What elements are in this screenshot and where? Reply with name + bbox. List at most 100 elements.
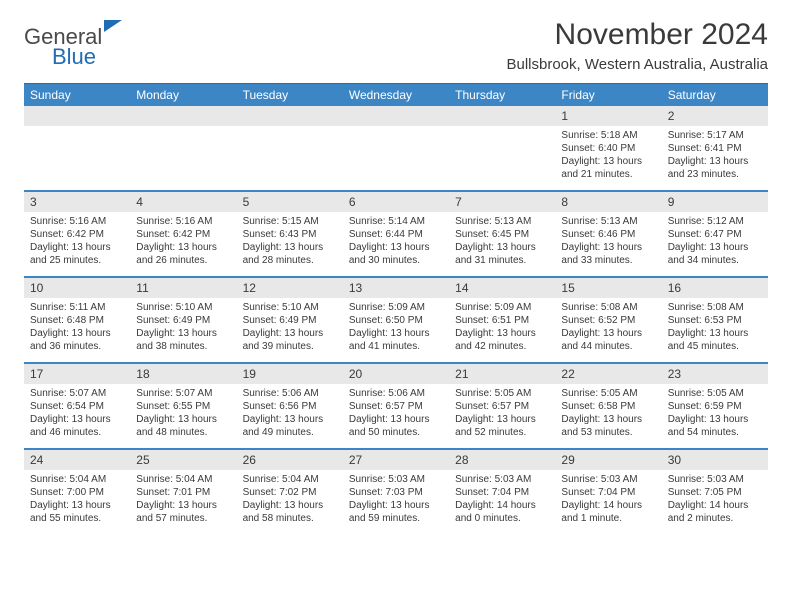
day-number: 8 <box>555 192 661 212</box>
day-body: Sunrise: 5:16 AMSunset: 6:42 PMDaylight:… <box>130 212 236 271</box>
daylight-text: Daylight: 13 hours and 53 minutes. <box>561 413 655 439</box>
daylight-text: Daylight: 13 hours and 46 minutes. <box>30 413 124 439</box>
daylight-text: Daylight: 13 hours and 59 minutes. <box>349 499 443 525</box>
sunset-text: Sunset: 6:43 PM <box>243 228 337 241</box>
weekday-label: Tuesday <box>237 84 343 106</box>
daylight-text: Daylight: 13 hours and 54 minutes. <box>668 413 762 439</box>
day-number: 13 <box>343 278 449 298</box>
sunrise-text: Sunrise: 5:08 AM <box>561 301 655 314</box>
daylight-text: Daylight: 13 hours and 39 minutes. <box>243 327 337 353</box>
day-number: 22 <box>555 364 661 384</box>
day-body: Sunrise: 5:03 AMSunset: 7:05 PMDaylight:… <box>662 470 768 529</box>
sunset-text: Sunset: 6:52 PM <box>561 314 655 327</box>
day-cell: 2Sunrise: 5:17 AMSunset: 6:41 PMDaylight… <box>662 106 768 190</box>
sunset-text: Sunset: 6:45 PM <box>455 228 549 241</box>
day-body: Sunrise: 5:13 AMSunset: 6:45 PMDaylight:… <box>449 212 555 271</box>
day-body: Sunrise: 5:08 AMSunset: 6:52 PMDaylight:… <box>555 298 661 357</box>
daylight-text: Daylight: 13 hours and 26 minutes. <box>136 241 230 267</box>
week-row: 1Sunrise: 5:18 AMSunset: 6:40 PMDaylight… <box>24 106 768 190</box>
day-body: Sunrise: 5:04 AMSunset: 7:00 PMDaylight:… <box>24 470 130 529</box>
daylight-text: Daylight: 13 hours and 38 minutes. <box>136 327 230 353</box>
sunrise-text: Sunrise: 5:04 AM <box>243 473 337 486</box>
daylight-text: Daylight: 13 hours and 58 minutes. <box>243 499 337 525</box>
sunrise-text: Sunrise: 5:09 AM <box>455 301 549 314</box>
sunset-text: Sunset: 6:54 PM <box>30 400 124 413</box>
day-cell: 19Sunrise: 5:06 AMSunset: 6:56 PMDayligh… <box>237 364 343 448</box>
day-number: 21 <box>449 364 555 384</box>
week-row: 24Sunrise: 5:04 AMSunset: 7:00 PMDayligh… <box>24 448 768 534</box>
daylight-text: Daylight: 13 hours and 52 minutes. <box>455 413 549 439</box>
sunrise-text: Sunrise: 5:06 AM <box>243 387 337 400</box>
day-body: Sunrise: 5:06 AMSunset: 6:56 PMDaylight:… <box>237 384 343 443</box>
location-text: Bullsbrook, Western Australia, Australia <box>506 56 768 73</box>
daylight-text: Daylight: 14 hours and 0 minutes. <box>455 499 549 525</box>
day-cell: 20Sunrise: 5:06 AMSunset: 6:57 PMDayligh… <box>343 364 449 448</box>
sunrise-text: Sunrise: 5:13 AM <box>561 215 655 228</box>
day-cell <box>130 106 236 190</box>
day-cell: 15Sunrise: 5:08 AMSunset: 6:52 PMDayligh… <box>555 278 661 362</box>
weekday-label: Wednesday <box>343 84 449 106</box>
daylight-text: Daylight: 13 hours and 21 minutes. <box>561 155 655 181</box>
day-cell: 10Sunrise: 5:11 AMSunset: 6:48 PMDayligh… <box>24 278 130 362</box>
sunset-text: Sunset: 6:49 PM <box>136 314 230 327</box>
daylight-text: Daylight: 13 hours and 50 minutes. <box>349 413 443 439</box>
day-number: 16 <box>662 278 768 298</box>
day-cell: 21Sunrise: 5:05 AMSunset: 6:57 PMDayligh… <box>449 364 555 448</box>
day-body: Sunrise: 5:07 AMSunset: 6:55 PMDaylight:… <box>130 384 236 443</box>
sunrise-text: Sunrise: 5:16 AM <box>136 215 230 228</box>
sunset-text: Sunset: 6:49 PM <box>243 314 337 327</box>
day-number: 7 <box>449 192 555 212</box>
weekday-header: Sunday Monday Tuesday Wednesday Thursday… <box>24 83 768 106</box>
sunrise-text: Sunrise: 5:05 AM <box>455 387 549 400</box>
day-number: 12 <box>237 278 343 298</box>
weekday-label: Saturday <box>662 84 768 106</box>
sunrise-text: Sunrise: 5:05 AM <box>668 387 762 400</box>
day-number: 5 <box>237 192 343 212</box>
day-number: 19 <box>237 364 343 384</box>
header-row: GeneralBlue November 2024 Bullsbrook, We… <box>24 18 768 73</box>
sunset-text: Sunset: 6:48 PM <box>30 314 124 327</box>
day-number <box>24 106 130 126</box>
week-row: 17Sunrise: 5:07 AMSunset: 6:54 PMDayligh… <box>24 362 768 448</box>
sunrise-text: Sunrise: 5:04 AM <box>136 473 230 486</box>
day-number: 29 <box>555 450 661 470</box>
weekday-label: Thursday <box>449 84 555 106</box>
sunrise-text: Sunrise: 5:08 AM <box>668 301 762 314</box>
day-number <box>449 106 555 126</box>
title-block: November 2024 Bullsbrook, Western Austra… <box>506 18 768 73</box>
day-number: 2 <box>662 106 768 126</box>
sunset-text: Sunset: 7:04 PM <box>561 486 655 499</box>
day-cell: 3Sunrise: 5:16 AMSunset: 6:42 PMDaylight… <box>24 192 130 276</box>
day-cell <box>449 106 555 190</box>
day-cell: 5Sunrise: 5:15 AMSunset: 6:43 PMDaylight… <box>237 192 343 276</box>
day-body: Sunrise: 5:10 AMSunset: 6:49 PMDaylight:… <box>130 298 236 357</box>
sunrise-text: Sunrise: 5:09 AM <box>349 301 443 314</box>
sunset-text: Sunset: 6:40 PM <box>561 142 655 155</box>
daylight-text: Daylight: 13 hours and 30 minutes. <box>349 241 443 267</box>
day-cell: 24Sunrise: 5:04 AMSunset: 7:00 PMDayligh… <box>24 450 130 534</box>
daylight-text: Daylight: 13 hours and 55 minutes. <box>30 499 124 525</box>
day-number: 30 <box>662 450 768 470</box>
day-number: 11 <box>130 278 236 298</box>
day-number: 25 <box>130 450 236 470</box>
daylight-text: Daylight: 14 hours and 1 minute. <box>561 499 655 525</box>
week-row: 10Sunrise: 5:11 AMSunset: 6:48 PMDayligh… <box>24 276 768 362</box>
day-body: Sunrise: 5:04 AMSunset: 7:02 PMDaylight:… <box>237 470 343 529</box>
sunrise-text: Sunrise: 5:13 AM <box>455 215 549 228</box>
month-title: November 2024 <box>506 18 768 52</box>
sunset-text: Sunset: 6:57 PM <box>349 400 443 413</box>
week-row: 3Sunrise: 5:16 AMSunset: 6:42 PMDaylight… <box>24 190 768 276</box>
sunset-text: Sunset: 6:50 PM <box>349 314 443 327</box>
sunrise-text: Sunrise: 5:07 AM <box>30 387 124 400</box>
sunset-text: Sunset: 6:42 PM <box>136 228 230 241</box>
day-cell: 25Sunrise: 5:04 AMSunset: 7:01 PMDayligh… <box>130 450 236 534</box>
day-body: Sunrise: 5:08 AMSunset: 6:53 PMDaylight:… <box>662 298 768 357</box>
sunset-text: Sunset: 6:55 PM <box>136 400 230 413</box>
sunset-text: Sunset: 7:00 PM <box>30 486 124 499</box>
weeks-container: 1Sunrise: 5:18 AMSunset: 6:40 PMDaylight… <box>24 106 768 534</box>
day-cell: 13Sunrise: 5:09 AMSunset: 6:50 PMDayligh… <box>343 278 449 362</box>
sunset-text: Sunset: 6:47 PM <box>668 228 762 241</box>
sunrise-text: Sunrise: 5:03 AM <box>455 473 549 486</box>
sunset-text: Sunset: 6:42 PM <box>30 228 124 241</box>
day-number: 17 <box>24 364 130 384</box>
